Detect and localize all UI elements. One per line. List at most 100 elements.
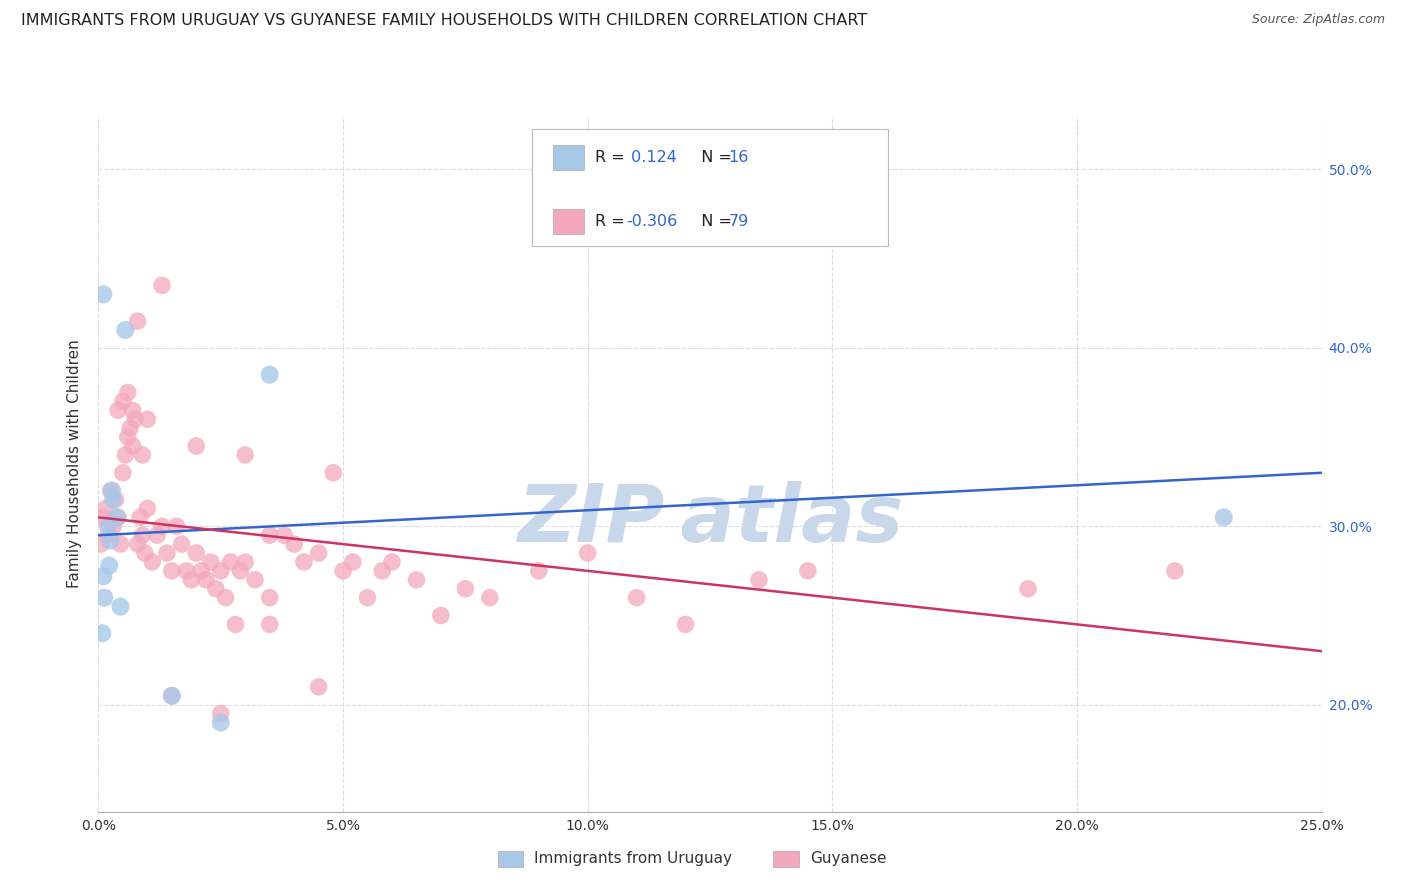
Point: [356, 591, 378, 605]
Point: [91, 510, 114, 524]
Point: [371, 564, 394, 578]
Text: N =: N =: [690, 214, 737, 229]
Point: [105, 510, 128, 524]
Point: [107, 403, 129, 417]
Text: 79: 79: [728, 214, 749, 229]
Text: 16: 16: [728, 150, 749, 165]
Point: [259, 591, 281, 605]
Point: [1017, 582, 1039, 596]
Point: [141, 555, 163, 569]
Point: [576, 546, 599, 560]
Point: [104, 492, 127, 507]
Point: [97, 519, 120, 533]
Text: R =: R =: [595, 214, 630, 229]
Point: [180, 573, 202, 587]
Point: [121, 439, 143, 453]
Point: [156, 546, 179, 560]
Point: [91, 569, 114, 583]
Point: [160, 564, 183, 578]
Point: [170, 537, 193, 551]
Point: [120, 421, 142, 435]
Point: [97, 528, 120, 542]
Point: [205, 582, 228, 596]
Point: [100, 533, 122, 548]
Point: [127, 314, 149, 328]
Point: [273, 528, 295, 542]
Text: IMMIGRANTS FROM URUGUAY VS GUYANESE FAMILY HOUSEHOLDS WITH CHILDREN CORRELATION : IMMIGRANTS FROM URUGUAY VS GUYANESE FAMI…: [21, 13, 868, 29]
Point: [308, 680, 330, 694]
Point: [342, 555, 364, 569]
Point: [259, 617, 281, 632]
Point: [233, 448, 256, 462]
Point: [107, 510, 129, 524]
Point: [195, 573, 218, 587]
Point: [136, 412, 159, 426]
Text: Immigrants from Uruguay: Immigrants from Uruguay: [534, 852, 733, 866]
Point: [430, 608, 453, 623]
Point: [166, 519, 188, 533]
Text: N =: N =: [690, 150, 737, 165]
Point: [176, 564, 198, 578]
Text: 0.124: 0.124: [626, 150, 676, 165]
Point: [219, 555, 242, 569]
Text: Guyanese: Guyanese: [810, 852, 886, 866]
Point: [110, 537, 132, 551]
Point: [100, 483, 122, 498]
Point: [186, 546, 208, 560]
Point: [322, 466, 344, 480]
Text: R =: R =: [595, 150, 630, 165]
Point: [114, 323, 136, 337]
Point: [160, 689, 183, 703]
Point: [111, 394, 134, 409]
Point: [150, 519, 173, 533]
Point: [90, 537, 112, 551]
Point: [110, 599, 132, 614]
Point: [224, 617, 246, 632]
Point: [214, 591, 236, 605]
Point: [114, 448, 136, 462]
Point: [186, 439, 208, 453]
Point: [308, 546, 330, 560]
Point: [332, 564, 354, 578]
Point: [283, 537, 305, 551]
Point: [405, 573, 427, 587]
Point: [131, 528, 153, 542]
Point: [117, 385, 139, 400]
Point: [527, 564, 550, 578]
Point: [146, 528, 169, 542]
Point: [200, 555, 222, 569]
Point: [117, 430, 139, 444]
Point: [98, 558, 121, 573]
Point: [292, 555, 315, 569]
Point: [675, 617, 697, 632]
Point: [797, 564, 820, 578]
Point: [1212, 510, 1234, 524]
Point: [131, 448, 153, 462]
Y-axis label: Family Households with Children: Family Households with Children: [67, 340, 83, 588]
Point: [91, 626, 114, 640]
Point: [1164, 564, 1187, 578]
Point: [101, 492, 124, 507]
Point: [209, 715, 232, 730]
Point: [259, 368, 281, 382]
Text: -0.306: -0.306: [626, 214, 678, 229]
Point: [111, 466, 134, 480]
Point: [190, 564, 212, 578]
Text: Source: ZipAtlas.com: Source: ZipAtlas.com: [1251, 13, 1385, 27]
Point: [233, 555, 256, 569]
Point: [101, 519, 124, 533]
Point: [229, 564, 252, 578]
Point: [101, 483, 124, 498]
Point: [243, 573, 266, 587]
Point: [136, 501, 159, 516]
Text: ZIP atlas: ZIP atlas: [517, 481, 903, 558]
Point: [748, 573, 770, 587]
Point: [91, 287, 114, 301]
Point: [160, 689, 183, 703]
Point: [478, 591, 501, 605]
Point: [209, 706, 232, 721]
Point: [209, 564, 232, 578]
Point: [127, 537, 149, 551]
Point: [124, 412, 146, 426]
Point: [454, 582, 477, 596]
